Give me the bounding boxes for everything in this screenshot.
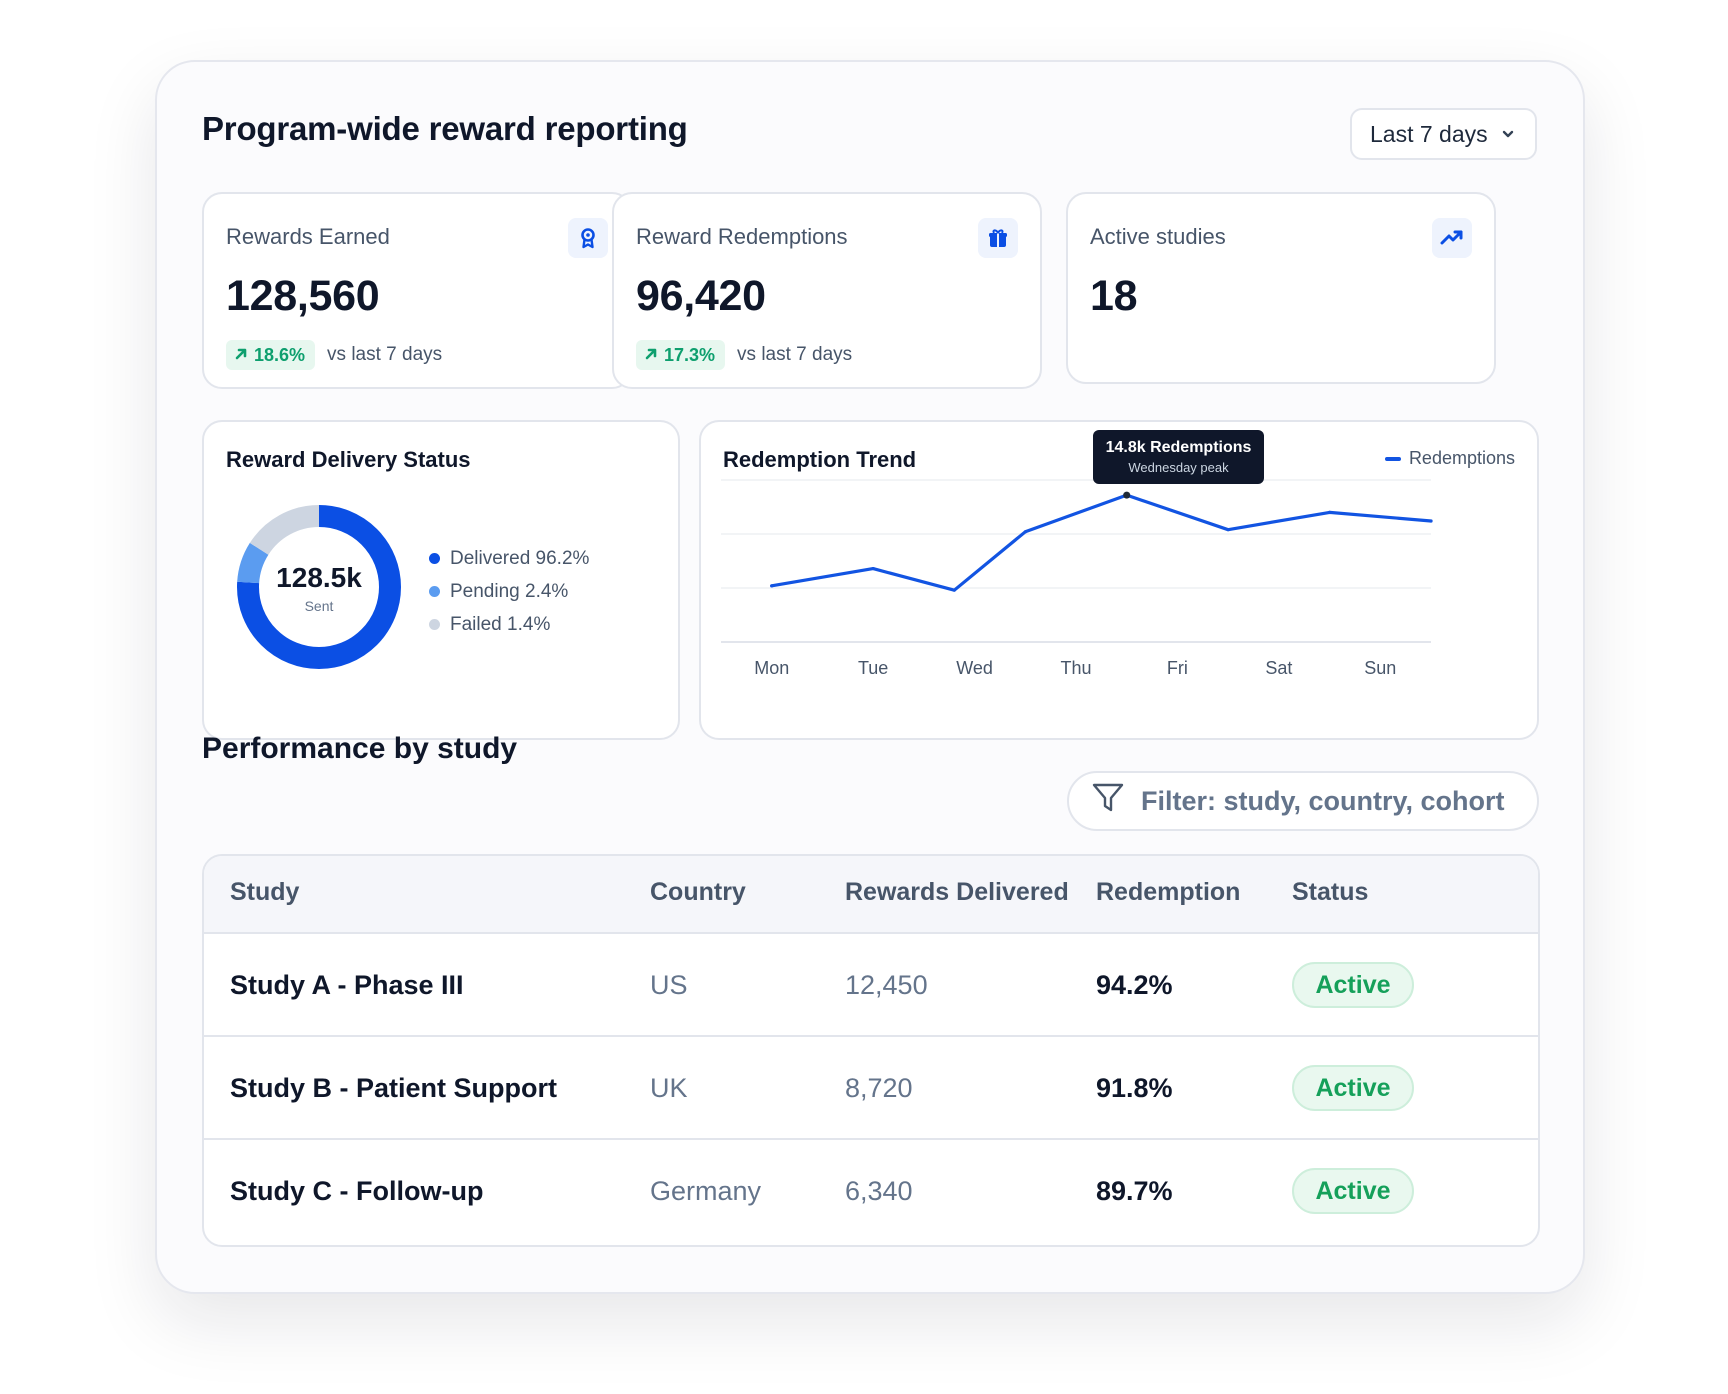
donut-center-value: 128.5k (276, 562, 362, 593)
x-tick-label: Thu (1060, 658, 1091, 678)
stat-card-reward-redemptions: Reward Redemptions 96,420 17.3% vs last … (612, 192, 1042, 389)
section-title: Performance by study (202, 732, 518, 765)
column-header-study[interactable]: Study (230, 878, 300, 906)
legend-label: Delivered 96.2% (450, 547, 590, 569)
cell-study: Study A - Phase III (230, 970, 464, 1000)
donut-center-label: Sent (304, 598, 334, 614)
chevron-down-icon (1500, 126, 1516, 142)
delta-value: 18.6% (254, 344, 306, 365)
legend-dot (429, 619, 440, 630)
delta-row: 17.3% vs last 7 days (636, 340, 852, 370)
stat-label: Active studies (1090, 224, 1226, 249)
column-header-redemption[interactable]: Redemption (1096, 878, 1241, 906)
cell-country: US (650, 970, 688, 1000)
series-line-redemptions (770, 493, 1433, 592)
reporting-card: Program-wide reward reporting Last 7 day… (155, 60, 1585, 1294)
cell-rewards-delivered: 6,340 (845, 1176, 913, 1206)
delta-value: 17.3% (664, 344, 716, 365)
redemption-trend-panel: Redemption Trend Redemptions Mon Tue Wed Th… (699, 420, 1539, 740)
arrow-up-right-icon (234, 345, 248, 366)
cell-country: UK (650, 1073, 688, 1103)
study-performance-table: Study Country Rewards Delivered Redempti… (202, 854, 1540, 1247)
data-point (1429, 519, 1433, 523)
data-point (1327, 510, 1332, 514)
data-point (952, 588, 956, 592)
legend-dot (429, 553, 440, 564)
x-tick-label: Tue (858, 658, 888, 678)
trending-up-icon (1432, 218, 1472, 258)
page-title: Program-wide reward reporting (202, 110, 688, 147)
delta-note: vs last 7 days (737, 344, 853, 365)
filter-input[interactable]: Filter: study, country, cohort (1067, 771, 1539, 831)
x-tick-label: Fri (1167, 658, 1188, 678)
tooltip-title: 14.8k Redemptions (1105, 439, 1252, 456)
stat-card-rewards-earned: Rewards Earned 128,560 18.6% vs last 7 d… (202, 192, 632, 389)
x-tick-label: Mon (754, 658, 789, 678)
cell-country: Germany (650, 1176, 762, 1206)
data-point (1226, 528, 1230, 532)
status-badge: Active (1292, 1168, 1414, 1214)
legend-item-delivered: Delivered 96.2% (429, 542, 589, 575)
panel-title: Reward Delivery Status (226, 447, 471, 472)
legend-item-pending: Pending 2.4% (429, 575, 589, 608)
legend-line-swatch (1384, 456, 1401, 461)
cell-redemption: 94.2% (1096, 970, 1173, 1000)
gift-icon (978, 218, 1018, 258)
legend-label: Pending 2.4% (450, 580, 569, 602)
stat-value: 96,420 (636, 272, 766, 320)
donut-legend: Delivered 96.2% Pending 2.4% Failed 1.4% (429, 542, 589, 641)
data-point (1023, 530, 1027, 534)
peak-point[interactable] (1123, 491, 1131, 499)
delivery-donut-chart (237, 505, 401, 669)
column-header-rewards-delivered[interactable]: Rewards Delivered (845, 878, 1069, 906)
legend-label: Redemptions (1408, 448, 1515, 468)
x-tick-label: Sun (1364, 658, 1396, 678)
x-tick-label: Wed (956, 658, 993, 678)
stat-label: Reward Redemptions (636, 224, 848, 249)
cell-redemption: 91.8% (1096, 1073, 1173, 1103)
date-range-select[interactable]: Last 7 days (1350, 108, 1537, 160)
stat-card-active-studies: Active studies 18 (1066, 192, 1496, 384)
table-row[interactable]: Study B - Patient Support UK 8,720 91.8%… (204, 1037, 1538, 1140)
cell-study: Study C - Follow-up (230, 1176, 484, 1206)
delta-row: 18.6% vs last 7 days (226, 340, 442, 370)
filter-placeholder: Filter: study, country, cohort (1141, 785, 1505, 816)
table-row[interactable]: Study A - Phase III US 12,450 94.2% Acti… (204, 934, 1538, 1037)
cell-rewards-delivered: 8,720 (845, 1073, 913, 1103)
legend-item-failed: Failed 1.4% (429, 608, 589, 641)
cell-redemption: 89.7% (1096, 1176, 1173, 1206)
delta-badge: 18.6% (226, 340, 316, 370)
status-badge: Active (1292, 962, 1414, 1008)
legend-label: Failed 1.4% (450, 613, 551, 635)
donut-center: 128.5k Sent (234, 502, 404, 672)
table-header: Study Country Rewards Delivered Redempti… (204, 856, 1538, 934)
table-row[interactable]: Study C - Follow-up Germany 6,340 89.7% … (204, 1140, 1538, 1243)
stat-label: Rewards Earned (226, 224, 390, 249)
chart-tooltip: 14.8k Redemptions Wednesday peak (1093, 430, 1264, 484)
status-badge: Active (1292, 1065, 1414, 1111)
arrow-up-right-icon (644, 345, 658, 366)
delivery-status-panel: Reward Delivery Status 128.5k Sent Deliv… (202, 420, 680, 740)
tooltip-subtitle: Wednesday peak (1128, 460, 1229, 475)
panel-title: Redemption Trend (723, 447, 917, 472)
stat-value: 128,560 (226, 272, 380, 320)
redemption-line-chart: Mon Tue Wed Thu Fri Sat Sun (721, 479, 1433, 678)
donut-slice-failed (237, 505, 401, 669)
data-point (871, 566, 875, 571)
cell-study: Study B - Patient Support (230, 1073, 557, 1103)
cell-rewards-delivered: 12,450 (845, 970, 928, 1000)
column-header-status[interactable]: Status (1292, 878, 1369, 906)
x-tick-label: Sat (1265, 658, 1292, 678)
filter-icon (1091, 782, 1125, 821)
delta-note: vs last 7 days (327, 344, 443, 365)
trend-legend: Redemptions (1384, 448, 1515, 469)
ribbon-award-icon (568, 218, 608, 258)
delta-badge: 17.3% (636, 340, 726, 370)
column-header-country[interactable]: Country (650, 878, 746, 906)
legend-dot (429, 586, 440, 597)
data-point (770, 584, 774, 588)
stat-value: 18 (1090, 272, 1138, 320)
date-range-value: Last 7 days (1370, 120, 1488, 147)
